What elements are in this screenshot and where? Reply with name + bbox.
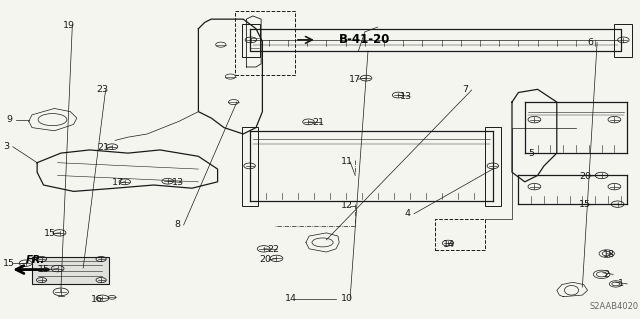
Text: 11: 11 xyxy=(340,157,353,166)
Text: 21: 21 xyxy=(312,118,324,127)
Text: 15: 15 xyxy=(3,259,15,268)
Text: FR.: FR. xyxy=(26,256,45,265)
Text: 8: 8 xyxy=(174,220,180,229)
Text: 23: 23 xyxy=(96,85,108,94)
Text: 19: 19 xyxy=(63,21,75,30)
Bar xyxy=(242,24,260,57)
Text: 13: 13 xyxy=(172,178,184,187)
Text: 15: 15 xyxy=(44,229,56,238)
Bar xyxy=(242,127,258,206)
Text: 4: 4 xyxy=(404,209,410,218)
Text: 2: 2 xyxy=(604,270,609,279)
Text: 20: 20 xyxy=(259,256,271,264)
Text: 14: 14 xyxy=(443,240,455,249)
Text: 7: 7 xyxy=(462,85,468,94)
Text: 22: 22 xyxy=(268,245,280,254)
Text: 6: 6 xyxy=(588,38,593,47)
Text: 5: 5 xyxy=(528,149,534,158)
Text: 13: 13 xyxy=(400,92,412,101)
Text: 12: 12 xyxy=(340,201,353,210)
Text: 17: 17 xyxy=(349,75,361,84)
Text: 10: 10 xyxy=(340,294,353,303)
Text: 15: 15 xyxy=(579,200,591,209)
Text: 18: 18 xyxy=(603,250,615,259)
Text: 9: 9 xyxy=(6,115,12,124)
Text: S2AAB4020: S2AAB4020 xyxy=(589,302,639,311)
Text: 15: 15 xyxy=(38,265,51,274)
Bar xyxy=(614,24,632,57)
Text: 3: 3 xyxy=(3,142,10,151)
Text: 16: 16 xyxy=(91,295,103,304)
Text: 21: 21 xyxy=(97,143,109,152)
Text: 20: 20 xyxy=(579,172,591,181)
Bar xyxy=(485,127,501,206)
Text: B-41-20: B-41-20 xyxy=(339,33,390,46)
Bar xyxy=(235,11,295,75)
Text: 17: 17 xyxy=(112,178,124,187)
Bar xyxy=(32,257,109,284)
Bar xyxy=(435,219,485,250)
Text: 1: 1 xyxy=(618,279,623,288)
Text: 14: 14 xyxy=(285,294,297,303)
